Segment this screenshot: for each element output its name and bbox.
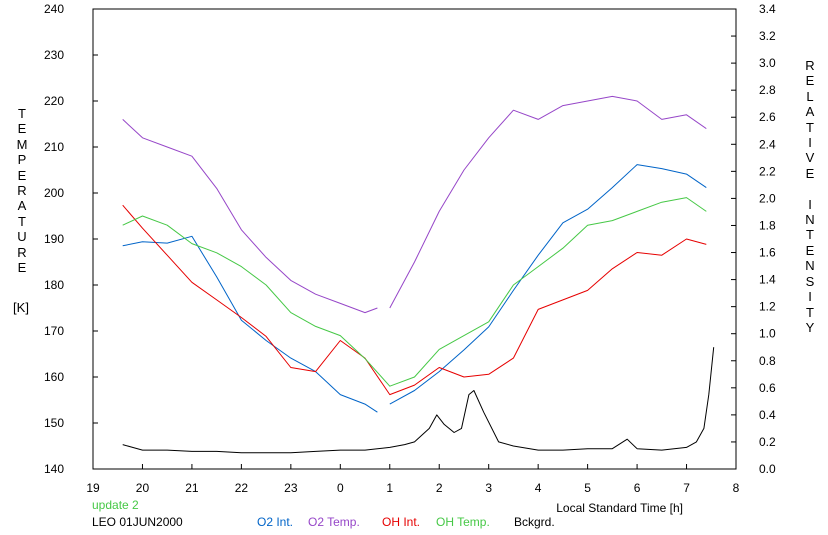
series-lines — [122, 95, 715, 454]
axis-title-letter: I — [808, 289, 812, 305]
legend-o2-int: O2 Int. — [257, 515, 294, 529]
left-axis-tick-label: 230 — [44, 48, 64, 62]
series-line-oh-int — [122, 204, 707, 396]
right-axis-tick-label: 3.4 — [759, 2, 776, 16]
right-axis-tick-label: 0.0 — [759, 462, 776, 476]
right-axis-tick-label: 1.8 — [759, 218, 776, 232]
left-axis-tick-label: 140 — [44, 462, 64, 476]
left-axis-tick-label: 180 — [44, 278, 64, 292]
axis-title-letter: T — [18, 213, 26, 229]
left-axis-tick-label: 190 — [44, 232, 64, 246]
axis-title-letter: L — [806, 88, 814, 104]
x-axis-tick-label: 6 — [634, 481, 641, 495]
right-axis-tick-label: 0.8 — [759, 354, 776, 368]
legend-o2-temp: O2 Temp. — [308, 515, 360, 529]
right-axis-ticks: 0.0 0.2 0.4 0.6 0.8 1.0 1.2 1.4 1.6 1.8 2.0 2.2 2.4 2… — [731, 2, 776, 476]
x-axis-title: Local Standard Time [h] — [556, 501, 683, 515]
left-axis-ticks: 140 150 160 170 180 190 200 210 220 230 240 — [44, 2, 98, 476]
legend-bckgrd: Bckgrd. — [514, 515, 555, 529]
axis-title-letter: E — [17, 121, 27, 137]
left-axis-unit: [K] — [13, 300, 29, 315]
right-axis-tick-label: 1.4 — [759, 273, 776, 287]
station-date-label: LEO 01JUN2000 — [92, 515, 183, 529]
plot-border — [92, 8, 737, 470]
x-axis-tick-label: 5 — [584, 481, 591, 495]
axis-title-letter: T — [806, 227, 814, 243]
axis-title-letter: I — [808, 196, 812, 212]
legend-oh-int: OH Int. — [382, 515, 421, 529]
right-axis-tick-label: 2.4 — [759, 137, 776, 151]
right-axis-tick-label: 3.0 — [759, 56, 776, 70]
axis-title-letter: R — [17, 244, 27, 260]
axis-title-letter: A — [17, 198, 27, 214]
axis-title-letter: N — [805, 258, 815, 274]
x-axis-tick-label: 19 — [86, 481, 100, 495]
axis-title-letter — [800, 181, 820, 196]
axis-title-letter: T — [806, 304, 814, 320]
right-axis-tick-label: 3.2 — [759, 29, 776, 43]
axis-title-letter: T — [806, 119, 814, 135]
left-axis-tick-label: 240 — [44, 2, 64, 16]
x-axis-tick-label: 2 — [436, 481, 443, 495]
series-line-o2-int — [122, 235, 378, 413]
x-axis-tick-label: 21 — [185, 481, 199, 495]
x-axis-tick-label: 7 — [683, 481, 690, 495]
axis-title-letter: P — [17, 152, 27, 168]
right-axis-tick-label: 1.6 — [759, 246, 776, 260]
update-status: update 2 — [92, 498, 139, 512]
right-axis-tick-label: 2.6 — [759, 110, 776, 124]
series-line-o2-temp — [122, 119, 378, 314]
left-axis-tick-label: 220 — [44, 94, 64, 108]
axis-title-letter: E — [17, 167, 27, 183]
axis-title-letter: R — [805, 58, 815, 73]
axis-title-letter: E — [805, 73, 815, 89]
x-axis-tick-label: 0 — [337, 481, 344, 495]
x-axis-tick-label: 1 — [386, 481, 393, 495]
x-axis-tick-label: 23 — [284, 481, 298, 495]
series-line-o2-int — [389, 164, 707, 405]
axis-title-letter: E — [805, 242, 815, 258]
left-axis-tick-label: 160 — [44, 370, 64, 384]
axis-title-letter: S — [805, 273, 815, 289]
right-axis-tick-label: 0.6 — [759, 381, 776, 395]
left-axis-tick-label: 200 — [44, 186, 64, 200]
left-axis-tick-label: 210 — [44, 140, 64, 154]
left-axis-tick-label: 150 — [44, 416, 64, 430]
right-axis-tick-label: 1.0 — [759, 327, 776, 341]
left-axis-tick-label: 170 — [44, 324, 64, 338]
axis-title-letter: A — [805, 104, 815, 120]
x-axis-tick-label: 3 — [485, 481, 492, 495]
right-axis-tick-label: 2.8 — [759, 83, 776, 97]
axis-title-letter: E — [805, 165, 815, 181]
axis-title-letter: U — [17, 229, 27, 245]
right-axis-tick-label: 1.2 — [759, 300, 776, 314]
axis-title-letter: R — [17, 183, 27, 199]
x-axis-tick-label: 20 — [136, 481, 150, 495]
axis-title-letter: T — [18, 106, 26, 121]
series-line-oh-temp — [122, 197, 707, 387]
series-line-bckgrd — [122, 347, 715, 454]
axis-title-letter: I — [808, 135, 812, 151]
right-axis-tick-label: 0.2 — [759, 435, 776, 449]
axis-title-letter: N — [805, 212, 815, 228]
x-axis-ticks: 19 20 21 22 23 0 1 2 3 4 5 6 7 8 — [86, 464, 740, 495]
axis-title-letter: E — [17, 260, 27, 276]
right-axis-tick-label: 2.0 — [759, 191, 776, 205]
right-axis-tick-label: 0.4 — [759, 408, 776, 422]
axis-title-letter: Y — [805, 319, 815, 335]
x-axis-tick-label: 4 — [535, 481, 542, 495]
plot-frame — [92, 8, 737, 470]
right-axis-tick-label: 2.2 — [759, 164, 776, 178]
legend-oh-temp: OH Temp. — [436, 515, 490, 529]
axis-title-letter: M — [16, 136, 28, 152]
axis-title-letter: V — [805, 150, 815, 166]
series-line-o2-temp — [389, 95, 707, 309]
x-axis-tick-label: 8 — [733, 481, 740, 495]
x-axis-tick-label: 22 — [235, 481, 249, 495]
